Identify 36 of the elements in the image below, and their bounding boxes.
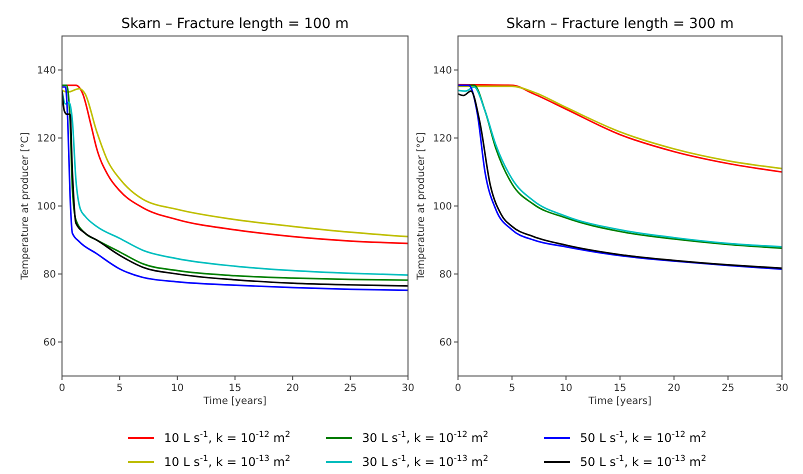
y-tick-label: 80: [43, 270, 56, 280]
y-tick-label: 80: [439, 270, 452, 280]
x-tick-label: 15: [614, 383, 626, 394]
x-tick-label: 10: [170, 383, 184, 394]
x-tick-label: 5: [508, 383, 516, 394]
x-tick-label: 20: [668, 383, 680, 394]
x-tick-label: 25: [344, 383, 357, 394]
x-tick-label: 20: [286, 383, 300, 394]
legend-label: 50 L s$^{-1}$, k = 10$^{-12}$ m$^{2}$: [580, 429, 706, 445]
x-tick-label: 30: [402, 383, 414, 394]
legend-label: 30 L s$^{-1}$, k = 10$^{-13}$ m$^{2}$: [362, 453, 488, 469]
legend-label: 50 L s$^{-1}$, k = 10$^{-13}$ m$^{2}$: [580, 453, 706, 469]
x-tick-label: 25: [722, 383, 734, 394]
x-axis-title: Time [years]: [202, 396, 267, 407]
y-tick-label: 100: [36, 202, 56, 212]
legend-label: 30 L s$^{-1}$, k = 10$^{-12}$ m$^{2}$: [362, 429, 488, 445]
x-tick-label: 15: [228, 383, 242, 394]
y-axis-title: Temperature at producer [°C]: [416, 132, 427, 281]
y-tick-label: 120: [432, 134, 452, 144]
legend-label: 10 L s$^{-1}$, k = 10$^{-13}$ m$^{2}$: [164, 453, 290, 469]
x-tick-label: 5: [116, 383, 123, 394]
y-tick-label: 120: [36, 134, 56, 144]
y-tick-label: 100: [432, 202, 452, 212]
y-axis-title: Temperature at producer [°C]: [20, 132, 31, 281]
y-tick-label: 60: [43, 338, 56, 348]
x-axis-title: Time [years]: [588, 396, 652, 407]
x-tick-label: 0: [454, 383, 462, 394]
x-tick-label: 30: [776, 383, 788, 394]
chart-title: Skarn – Fracture length = 100 m: [121, 16, 349, 32]
x-tick-label: 0: [58, 383, 66, 394]
y-tick-label: 140: [36, 66, 56, 76]
y-tick-label: 140: [432, 66, 452, 76]
legend-label: 10 L s$^{-1}$, k = 10$^{-12}$ m$^{2}$: [164, 429, 290, 445]
x-tick-label: 10: [560, 383, 572, 394]
y-tick-label: 60: [439, 338, 452, 348]
chart-title: Skarn – Fracture length = 300 m: [506, 16, 734, 32]
